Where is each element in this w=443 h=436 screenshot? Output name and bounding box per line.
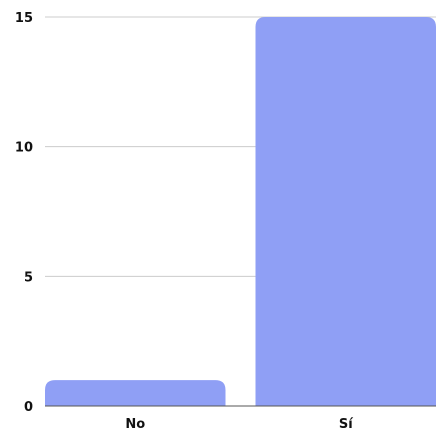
y-tick-label: 0 bbox=[24, 400, 33, 415]
y-tick-label: 10 bbox=[15, 141, 33, 156]
bar-layer bbox=[45, 17, 436, 406]
bar-0 bbox=[45, 380, 226, 406]
y-tick-label: 5 bbox=[24, 270, 33, 285]
bar-1 bbox=[255, 17, 436, 406]
label-layer: 0 5 10 15 No Sí bbox=[15, 11, 354, 432]
y-tick-label: 15 bbox=[15, 11, 33, 26]
x-tick-label: No bbox=[125, 417, 145, 432]
x-tick-label: Sí bbox=[339, 417, 354, 432]
